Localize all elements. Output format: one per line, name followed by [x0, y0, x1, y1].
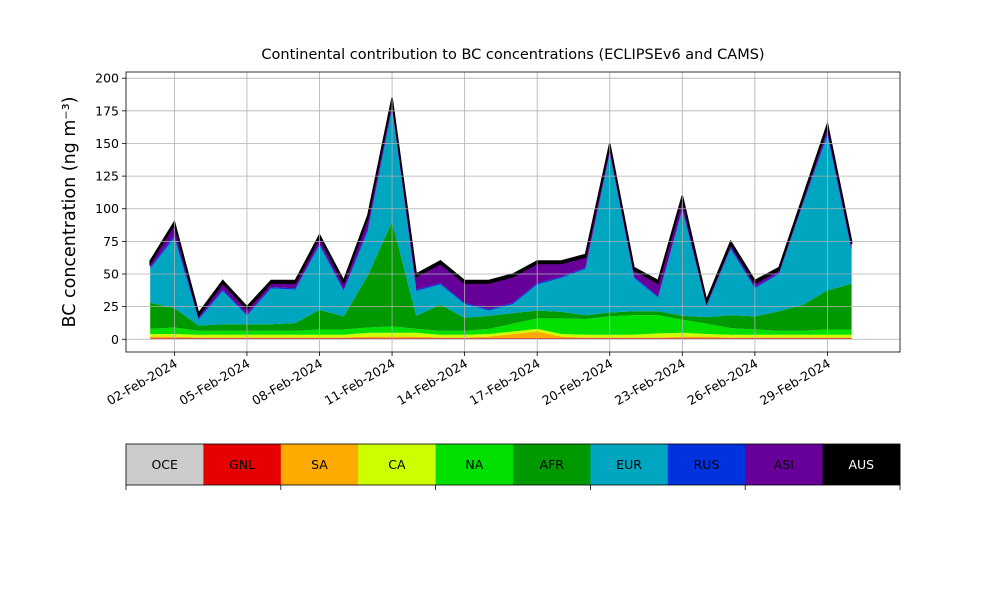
- y-axis-label: BC concentration (ng m⁻³): [60, 97, 80, 328]
- legend-swatch: [280, 444, 359, 485]
- chart-title: Continental contribution to BC concentra…: [261, 47, 764, 63]
- legend-swatch: [590, 444, 669, 485]
- x-tick-label: 08-Feb-2024: [249, 356, 325, 408]
- legend-label: RUS: [694, 457, 720, 472]
- legend-label: SA: [311, 457, 328, 472]
- x-tick-label: 11-Feb-2024: [322, 356, 398, 408]
- legend-swatch: [435, 444, 514, 485]
- y-tick-label: 125: [95, 169, 119, 184]
- legend-frame: [125, 443, 901, 486]
- area: [150, 109, 852, 326]
- legend-swatch: [358, 444, 436, 485]
- x-tick-label: 26-Feb-2024: [685, 356, 761, 408]
- x-tick-label: 05-Feb-2024: [177, 356, 253, 408]
- y-tick-label: 50: [103, 267, 119, 282]
- x-tick-label: 14-Feb-2024: [394, 356, 470, 408]
- area: [150, 337, 852, 339]
- legend-label: GNL: [229, 457, 255, 472]
- x-tick-label: 17-Feb-2024: [467, 356, 543, 408]
- x-tick-label: 29-Feb-2024: [757, 356, 833, 408]
- x-tick-label: 23-Feb-2024: [612, 356, 688, 408]
- area: [150, 328, 852, 338]
- y-tick-label: 150: [95, 136, 119, 151]
- legend-swatch: [745, 444, 823, 485]
- y-tick-label: 25: [103, 299, 119, 314]
- y-tick-label: 0: [111, 332, 119, 347]
- legend-label: AUS: [848, 457, 874, 472]
- y-tick-label: 175: [95, 103, 119, 118]
- y-tick-label: 200: [95, 71, 119, 86]
- legend-label: OCE: [151, 457, 178, 472]
- legend-swatch: [126, 444, 204, 485]
- legend-label: ASI: [774, 457, 794, 472]
- legend-swatch: [667, 444, 746, 485]
- legend-swatch: [513, 444, 591, 485]
- legend-label: CA: [388, 457, 406, 472]
- legend-swatch: [822, 444, 901, 485]
- legend-label: AFR: [539, 457, 564, 472]
- legend-label: NA: [465, 457, 483, 472]
- y-tick-label: 75: [103, 234, 119, 249]
- legend-label: EUR: [616, 457, 642, 472]
- area: [150, 315, 852, 335]
- area: [150, 221, 852, 331]
- x-tick-label: 20-Feb-2024: [539, 356, 615, 408]
- plot-frame: [125, 71, 901, 353]
- y-tick-label: 100: [95, 201, 119, 216]
- legend-swatch: [203, 444, 282, 485]
- x-tick-label: 02-Feb-2024: [104, 356, 180, 408]
